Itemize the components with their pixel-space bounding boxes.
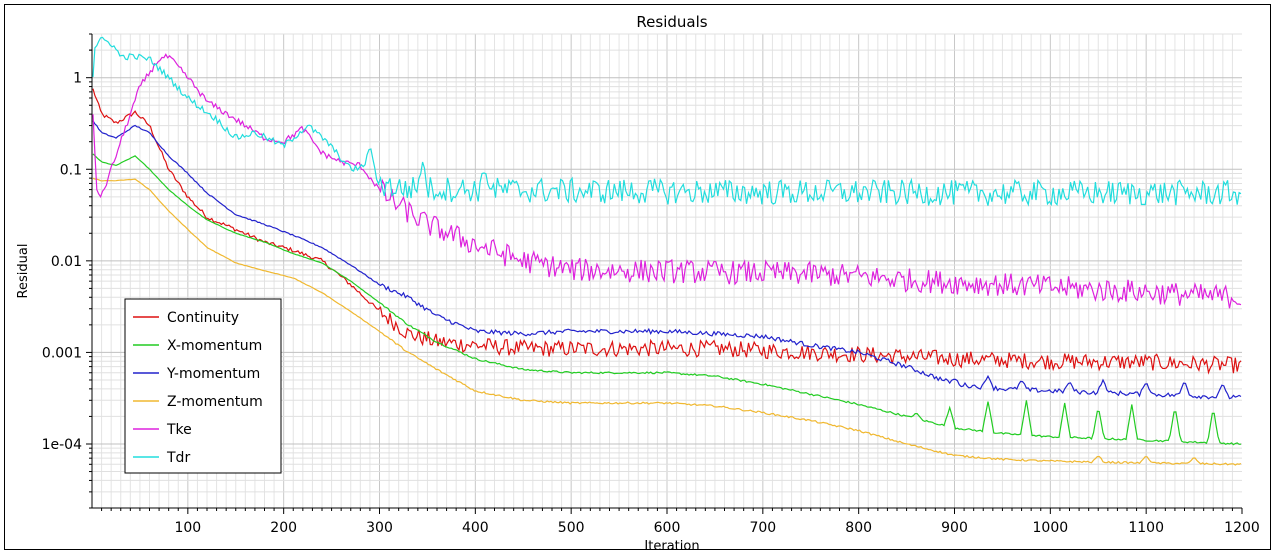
legend-label: Tke	[166, 422, 192, 438]
x-tick-label: 200	[270, 520, 297, 536]
x-tick-label: 800	[845, 520, 872, 536]
legend-label: Y-momentum	[166, 366, 260, 382]
x-tick-label: 700	[749, 520, 776, 536]
legend-label: X-momentum	[167, 338, 262, 354]
series-lines	[92, 36, 1242, 466]
legend-label: Tdr	[166, 450, 190, 466]
series-line-tke	[92, 53, 1242, 309]
x-tick-label: 600	[654, 520, 681, 536]
x-tick-label: 900	[941, 520, 968, 536]
chart-title: Residuals	[636, 13, 707, 31]
grid	[92, 33, 1242, 509]
x-tick-label: 1200	[1224, 520, 1260, 536]
x-axis-label: Iteration	[644, 539, 699, 554]
x-tick-label: 400	[462, 520, 489, 536]
legend-label: Continuity	[167, 310, 239, 326]
series-line-continuity	[92, 88, 1242, 375]
y-tick-label: 1	[73, 71, 82, 87]
legend-box	[124, 298, 282, 474]
legend: Continuity X-momentum Y-momentum Z-momentum…	[124, 298, 282, 474]
x-tick-label: 500	[558, 520, 585, 536]
x-tick-label: 100	[174, 520, 201, 536]
y-tick-label: 0.001	[42, 345, 82, 361]
series-line-z-momentum	[92, 177, 1242, 466]
x-tick-label: 1100	[1128, 520, 1164, 536]
y-tick-label: 0.01	[51, 254, 82, 270]
series-line-tdr	[92, 36, 1242, 207]
series-line-y-momentum	[92, 120, 1242, 400]
axes: 100 200 300 400 500 600 700 800 900 1000 1100 1200 1…	[42, 33, 1260, 536]
x-tick-label: 1000	[1033, 520, 1069, 536]
y-axis-label: Residual	[16, 244, 31, 299]
y-tick-label: 0.1	[60, 162, 82, 178]
x-tick-label: 300	[366, 520, 393, 536]
legend-label: Z-momentum	[167, 394, 263, 410]
y-tick-label: 1e-04	[42, 437, 82, 453]
series-line-x-momentum	[92, 153, 1242, 446]
